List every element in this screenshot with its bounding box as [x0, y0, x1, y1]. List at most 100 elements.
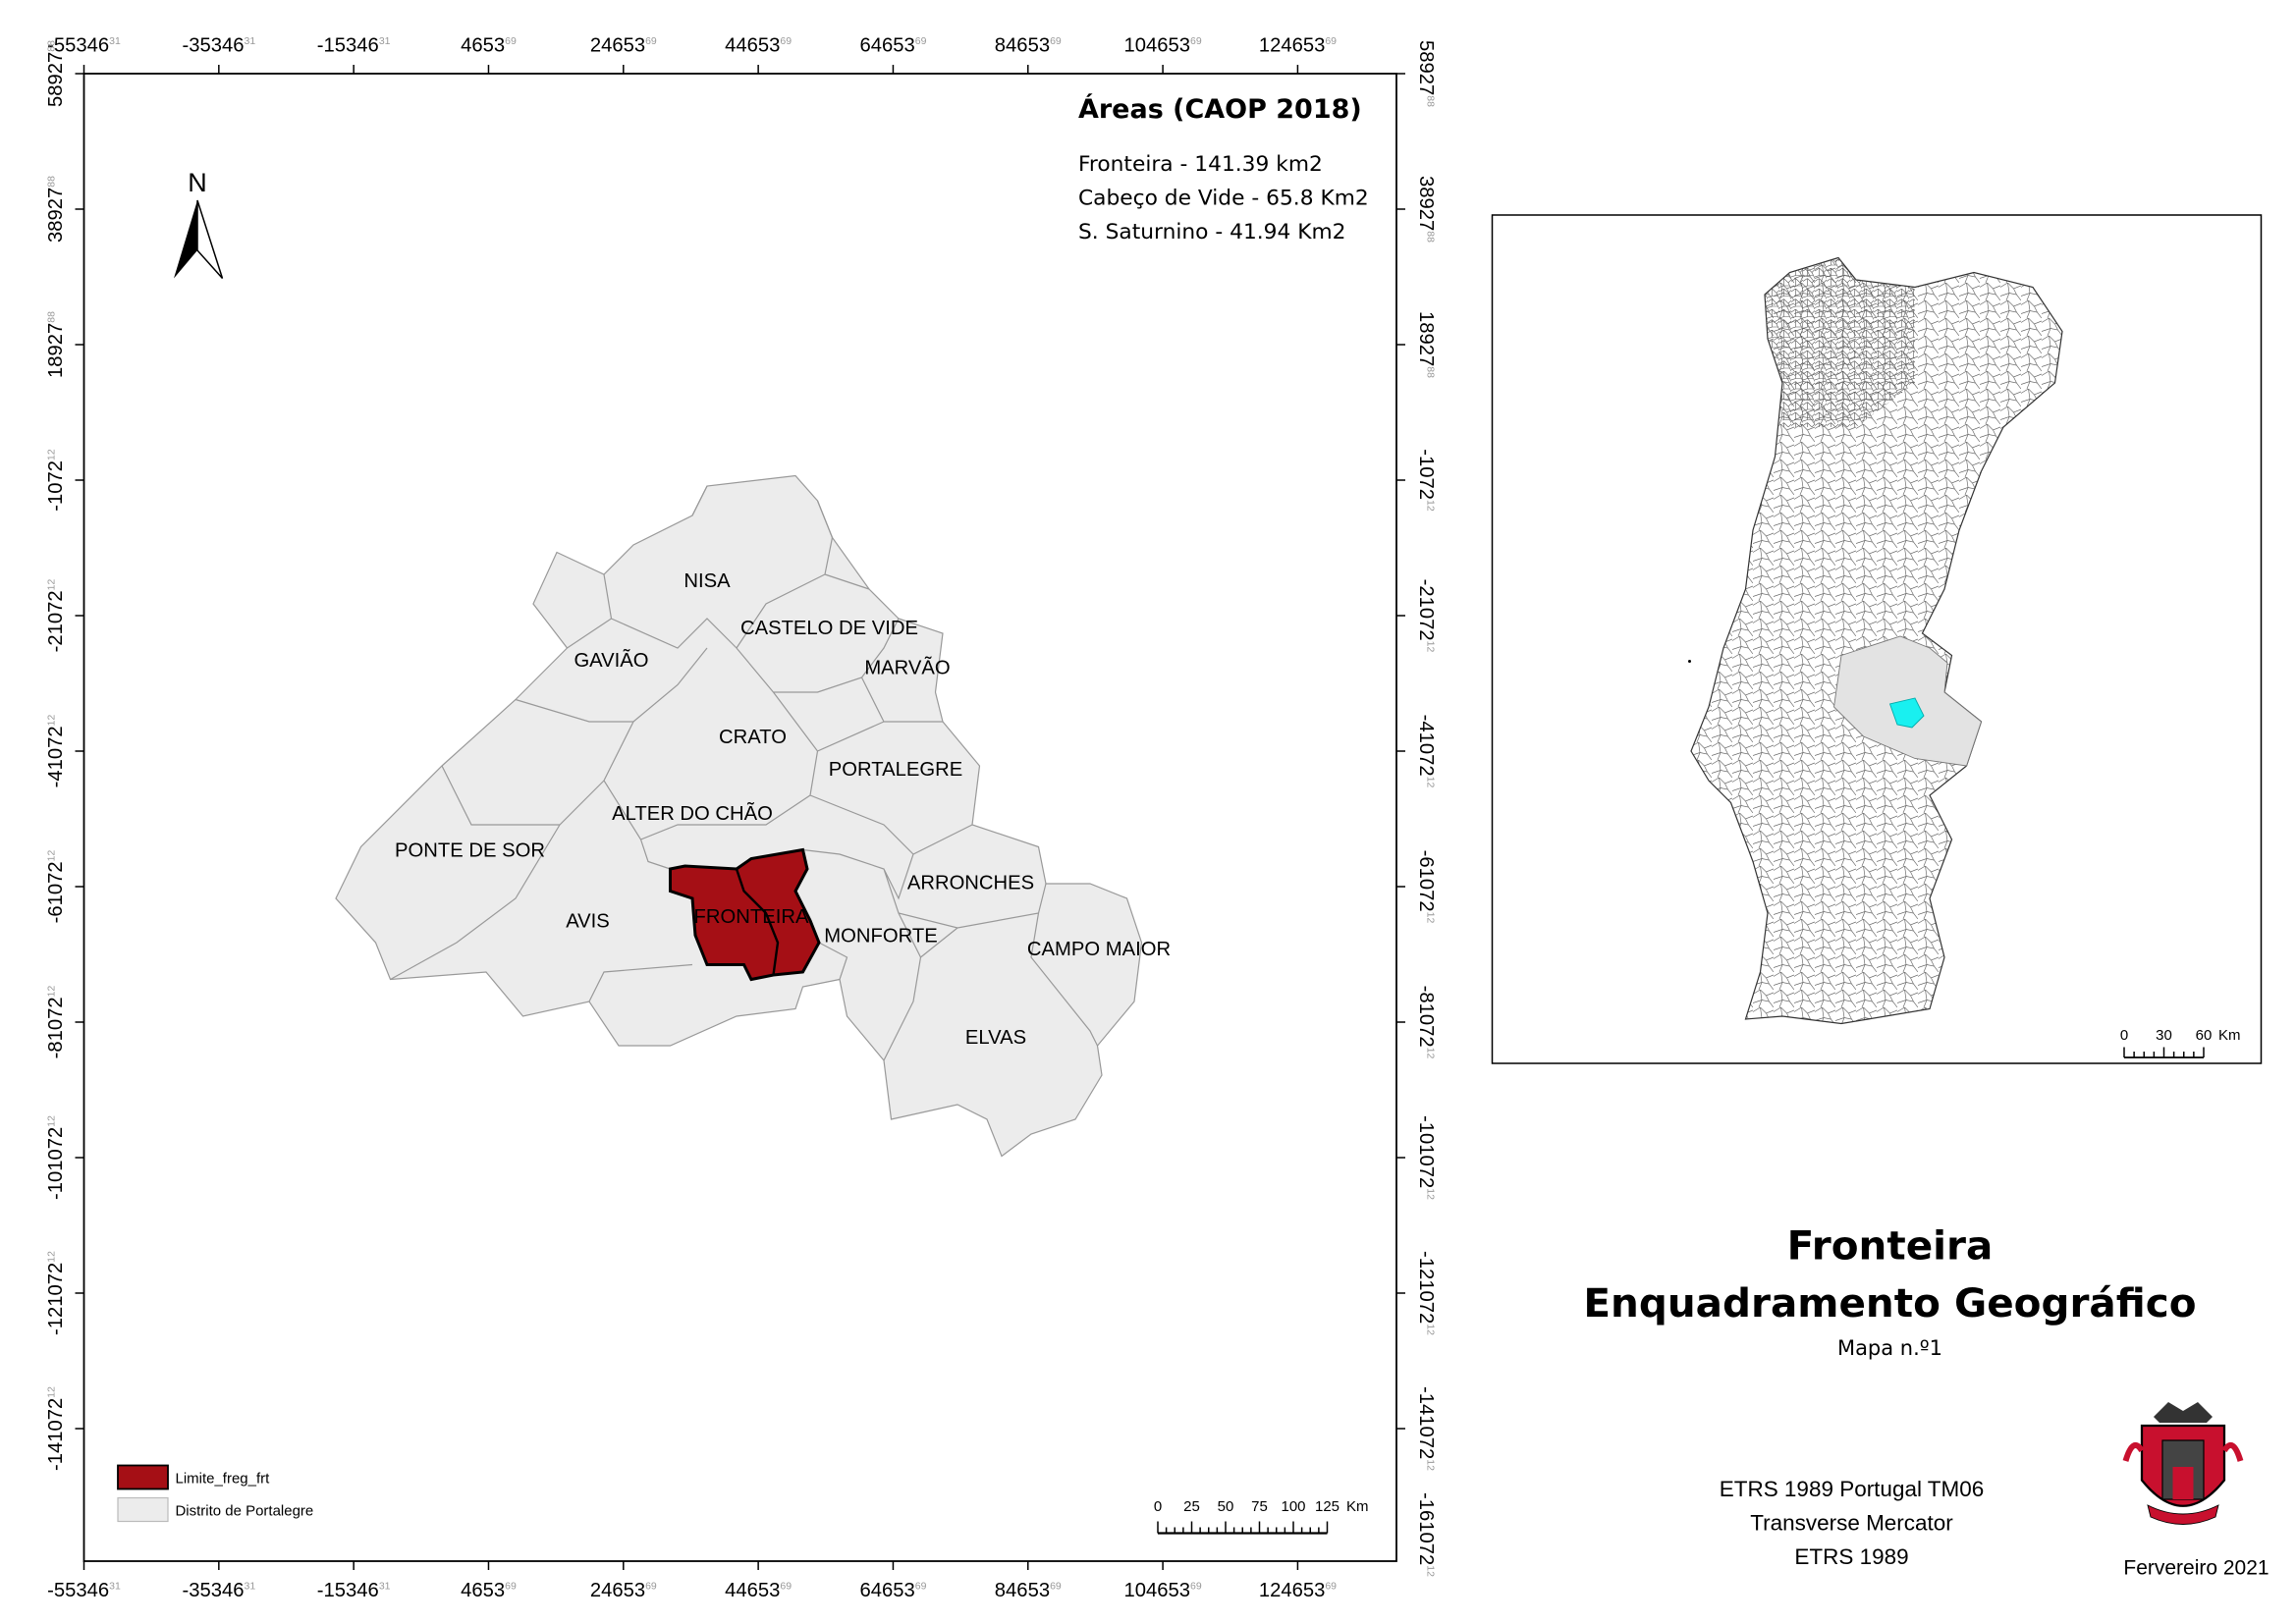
coordinate-sup: 69 — [645, 36, 657, 47]
coordinate-main: -121072 — [45, 1263, 67, 1335]
inset-scale-bar: 0 30 60 Km — [2120, 1027, 2240, 1058]
coordinate-sup: 69 — [1050, 36, 1062, 47]
coordinate-sup: 31 — [109, 36, 121, 47]
municipality-label: NISA — [683, 570, 731, 592]
coordinate-label: 5892788 — [45, 40, 67, 107]
coordinate-sup: 88 — [47, 40, 58, 52]
coordinate-main: -35346 — [182, 1580, 244, 1601]
coordinate-main: 18927 — [1415, 311, 1437, 366]
projection-line: ETRS 1989 — [1794, 1544, 1908, 1569]
coordinate-sup: 88 — [1424, 366, 1435, 378]
legend: Limite_freg_frt Distrito de Portalegre — [117, 1464, 314, 1523]
coordinate-sup: 69 — [780, 1581, 792, 1592]
coordinate-main: 124653 — [1259, 1580, 1326, 1601]
coordinate-sup: 69 — [505, 36, 517, 47]
coordinate-sup: 12 — [1424, 1188, 1435, 1200]
legend-label: Distrito de Portalegre — [176, 1502, 314, 1519]
scale-label: 30 — [2156, 1027, 2172, 1044]
coordinate-label: 4465369 — [725, 1580, 792, 1601]
coordinate-sup: 69 — [915, 36, 927, 47]
municipality-label: ALTER DO CHÃO — [612, 801, 773, 825]
coordinate-main: 24653 — [590, 1580, 645, 1601]
coordinate-label: -5534631 — [47, 1580, 121, 1601]
scale-unit: Km — [1346, 1498, 1368, 1515]
coordinate-sup: 12 — [1424, 1565, 1435, 1577]
coordinate-sup: 12 — [47, 449, 58, 460]
municipality-labels: NISA CASTELO DE VIDE GAVIÃO MARVÃO CRATO PORT… — [395, 570, 1171, 1049]
coordinate-label: 2465369 — [590, 1580, 657, 1601]
coordinate-main: 58927 — [45, 52, 67, 107]
coordinate-main: -55346 — [47, 1580, 109, 1601]
coordinate-main: -101072 — [45, 1127, 67, 1200]
coordinate-sup: 12 — [1424, 1048, 1435, 1059]
coordinate-label: -1534631 — [317, 34, 391, 56]
coordinate-label: 12465369 — [1259, 34, 1337, 56]
coordinate-sup: 69 — [915, 1581, 927, 1592]
municipality-label: CASTELO DE VIDE — [740, 618, 918, 639]
coordinate-sup: 69 — [645, 1581, 657, 1592]
municipality-label: MONFORTE — [824, 925, 937, 947]
coordinate-label: -14107212 — [45, 1386, 67, 1471]
coordinate-labels: -5534631-5534631-3534631-3534631-1534631… — [45, 34, 1437, 1600]
municipality-label: GAVIÃO — [574, 648, 648, 672]
coordinate-sup: 88 — [47, 176, 58, 188]
coordinate-main: -101072 — [1415, 1115, 1437, 1188]
coordinate-label: 465369 — [461, 1580, 517, 1601]
coordinate-label: -3534631 — [182, 34, 255, 56]
inset-map — [1491, 214, 2263, 1064]
map-number: Mapa n.º1 — [1837, 1336, 1942, 1360]
municipality-label: CAMPO MAIOR — [1027, 939, 1171, 960]
coordinate-label: 3892788 — [1415, 176, 1437, 243]
coordinate-main: 44653 — [725, 1580, 780, 1601]
areas-title: Áreas (CAOP 2018) — [1078, 93, 1362, 125]
projection-line: ETRS 1989 Portugal TM06 — [1720, 1477, 1985, 1501]
coordinate-label: -12107212 — [45, 1251, 67, 1335]
coordinate-main: -35346 — [182, 34, 244, 56]
projection-line: Transverse Mercator — [1750, 1510, 1953, 1535]
coordinate-main: -21072 — [1415, 579, 1437, 641]
municipality-label: PORTALEGRE — [829, 759, 962, 781]
coordinate-label: -107212 — [1415, 449, 1437, 512]
coordinate-label: 5892788 — [1415, 40, 1437, 107]
coordinate-sup: 12 — [47, 985, 58, 997]
legend-swatch — [117, 1464, 169, 1490]
coordinate-sup: 88 — [1424, 95, 1435, 107]
coat-of-arms — [2122, 1401, 2244, 1525]
coordinate-label: -3534631 — [182, 1580, 255, 1601]
coordinate-sup: 69 — [1190, 36, 1202, 47]
date: Fervereiro 2021 — [2123, 1556, 2269, 1579]
coordinate-sup: 69 — [1325, 36, 1337, 47]
title: Fronteira — [1787, 1221, 1994, 1269]
coordinate-main: 64653 — [859, 1580, 914, 1601]
scale-label: 50 — [1218, 1498, 1234, 1515]
coordinate-label: 2465369 — [590, 34, 657, 56]
coordinate-main: -41072 — [1415, 715, 1437, 777]
district — [335, 474, 1143, 1158]
coordinate-sup: 12 — [47, 578, 58, 590]
coordinate-main: 38927 — [45, 188, 67, 243]
coordinate-label: -14107212 — [1415, 1386, 1437, 1471]
coordinate-sup: 12 — [47, 1386, 58, 1398]
coordinate-label: -6107212 — [1415, 850, 1437, 924]
coordinate-sup: 69 — [505, 1581, 517, 1592]
coordinate-main: -161072 — [1415, 1492, 1437, 1565]
coordinate-main: -61072 — [45, 861, 67, 923]
coordinate-main: 64653 — [859, 34, 914, 56]
coordinate-sup: 88 — [1424, 231, 1435, 243]
coordinate-main: 4653 — [461, 1580, 505, 1601]
coordinate-label: 3892788 — [45, 176, 67, 243]
coordinate-label: -1534631 — [317, 1580, 391, 1601]
scale-label: 125 — [1315, 1498, 1339, 1515]
municipality-label: ARRONCHES — [907, 872, 1034, 893]
coordinate-main: -141072 — [1415, 1386, 1437, 1459]
subtitle: Enquadramento Geográfico — [1583, 1279, 2196, 1326]
area-item: Fronteira - 141.39 km2 — [1078, 152, 1323, 177]
coordinate-sup: 31 — [244, 1581, 255, 1592]
municipality-label: ELVAS — [965, 1027, 1026, 1049]
coordinate-label: 12465369 — [1259, 1580, 1337, 1601]
scale-label: 0 — [2120, 1027, 2128, 1044]
coordinate-sup: 31 — [379, 36, 391, 47]
coordinate-label: -8107212 — [45, 985, 67, 1058]
coordinate-label: -8107212 — [1415, 986, 1437, 1059]
